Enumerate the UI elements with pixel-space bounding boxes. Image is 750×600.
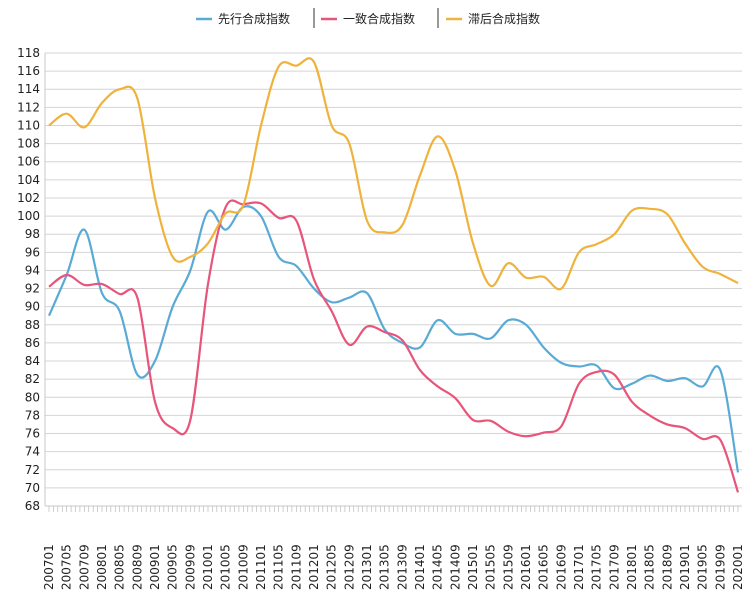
y-tick-label: 70: [25, 481, 40, 495]
series-3: [48, 57, 739, 291]
x-tick-label: 201409: [448, 544, 462, 590]
y-tick-label: 86: [25, 336, 40, 350]
y-tick-label: 98: [25, 227, 40, 241]
y-tick-label: 104: [17, 173, 40, 187]
x-tick-label: 201109: [289, 544, 303, 590]
legend-label: 先行合成指数: [218, 11, 290, 26]
y-tick-label: 88: [25, 318, 40, 332]
y-tick-label: 96: [25, 245, 40, 259]
y-tick-label: 116: [17, 64, 40, 78]
y-tick-label: 78: [25, 408, 40, 422]
y-tick-label: 76: [25, 427, 40, 441]
x-tick-label: 200909: [183, 544, 197, 590]
y-axis: 68 70 72 74 76 78 80 82 84 86 88 90 92 94 96 98 100 102 10…: [17, 46, 46, 513]
x-tick-label: 201805: [643, 544, 657, 590]
x-tick-label: 201809: [660, 544, 674, 590]
y-tick-label: 84: [25, 354, 40, 368]
x-tick-label: 201309: [395, 544, 409, 590]
legend-label: 一致合成指数: [343, 11, 415, 26]
x-tick-label: 201209: [342, 544, 356, 590]
x-tick-label: 201609: [554, 544, 568, 590]
series-line: [48, 57, 739, 291]
series-1: [47, 205, 740, 473]
y-tick-label: 114: [17, 82, 40, 96]
x-tick-label: 201401: [413, 544, 427, 590]
y-tick-label: 110: [17, 118, 40, 132]
y-tick-label: 118: [17, 46, 40, 60]
legend: 先行合成指数 一致合成指数 滞后合成指数: [196, 8, 540, 28]
y-tick-label: 102: [17, 191, 40, 205]
x-tick-label: 201101: [254, 544, 268, 590]
x-tick-label: 201605: [537, 544, 551, 590]
x-tick-label: 201201: [307, 544, 321, 590]
y-tick-label: 106: [17, 155, 40, 169]
series-line: [47, 205, 740, 473]
y-tick-label: 72: [25, 463, 40, 477]
series-line: [48, 199, 740, 493]
legend-item: 滞后合成指数: [446, 11, 540, 26]
series-2: [48, 199, 740, 493]
y-tick-label: 74: [25, 445, 40, 459]
x-tick-label: 200705: [60, 544, 74, 590]
x-tick-label: 200801: [95, 544, 109, 590]
x-tick-label: 200905: [166, 544, 180, 590]
y-tick-label: 92: [25, 282, 40, 296]
x-tick-label: 201001: [201, 544, 215, 590]
x-tick-label: 200805: [113, 544, 127, 590]
x-tick-label: 202001: [731, 544, 745, 590]
y-tick-label: 112: [17, 100, 40, 114]
x-tick-label: 201105: [272, 544, 286, 590]
x-tick-label: 201701: [572, 544, 586, 590]
legend-item: 先行合成指数: [196, 11, 290, 26]
y-tick-label: 80: [25, 390, 40, 404]
x-tick-label: 201901: [678, 544, 692, 590]
x-tick-label: 201801: [625, 544, 639, 590]
x-tick-label: 201905: [696, 544, 710, 590]
y-tick-label: 100: [17, 209, 40, 223]
x-tick-label: 201601: [519, 544, 533, 590]
y-tick-label: 108: [17, 137, 40, 151]
x-tick-label: 201709: [607, 544, 621, 590]
x-tick-label: 201505: [484, 544, 498, 590]
legend-item: 一致合成指数: [321, 11, 415, 26]
gridlines: [45, 52, 742, 507]
x-tick-label: 200901: [148, 544, 162, 590]
x-tick-label: 200709: [77, 544, 91, 590]
x-tick-label: 201305: [378, 544, 392, 590]
x-axis: 200701 200705 200709 200801 200805 200809 2009…: [42, 505, 745, 590]
legend-label: 滞后合成指数: [468, 11, 540, 26]
y-tick-label: 94: [25, 263, 40, 277]
y-tick-label: 68: [25, 499, 40, 513]
x-tick-label: 201501: [466, 544, 480, 590]
x-tick-label: 200809: [130, 544, 144, 590]
x-tick-label: 201205: [325, 544, 339, 590]
x-tick-label: 201005: [219, 544, 233, 590]
x-tick-label: 200701: [42, 544, 56, 590]
x-tick-label: 201301: [360, 544, 374, 590]
plot-area: [47, 57, 740, 493]
x-tick-label: 201405: [431, 544, 445, 590]
y-tick-label: 90: [25, 300, 40, 314]
x-tick-label: 201909: [713, 544, 727, 590]
x-tick-label: 201509: [501, 544, 515, 590]
y-tick-label: 82: [25, 372, 40, 386]
x-tick-label: 201009: [236, 544, 250, 590]
x-tick-label: 201705: [590, 544, 604, 590]
